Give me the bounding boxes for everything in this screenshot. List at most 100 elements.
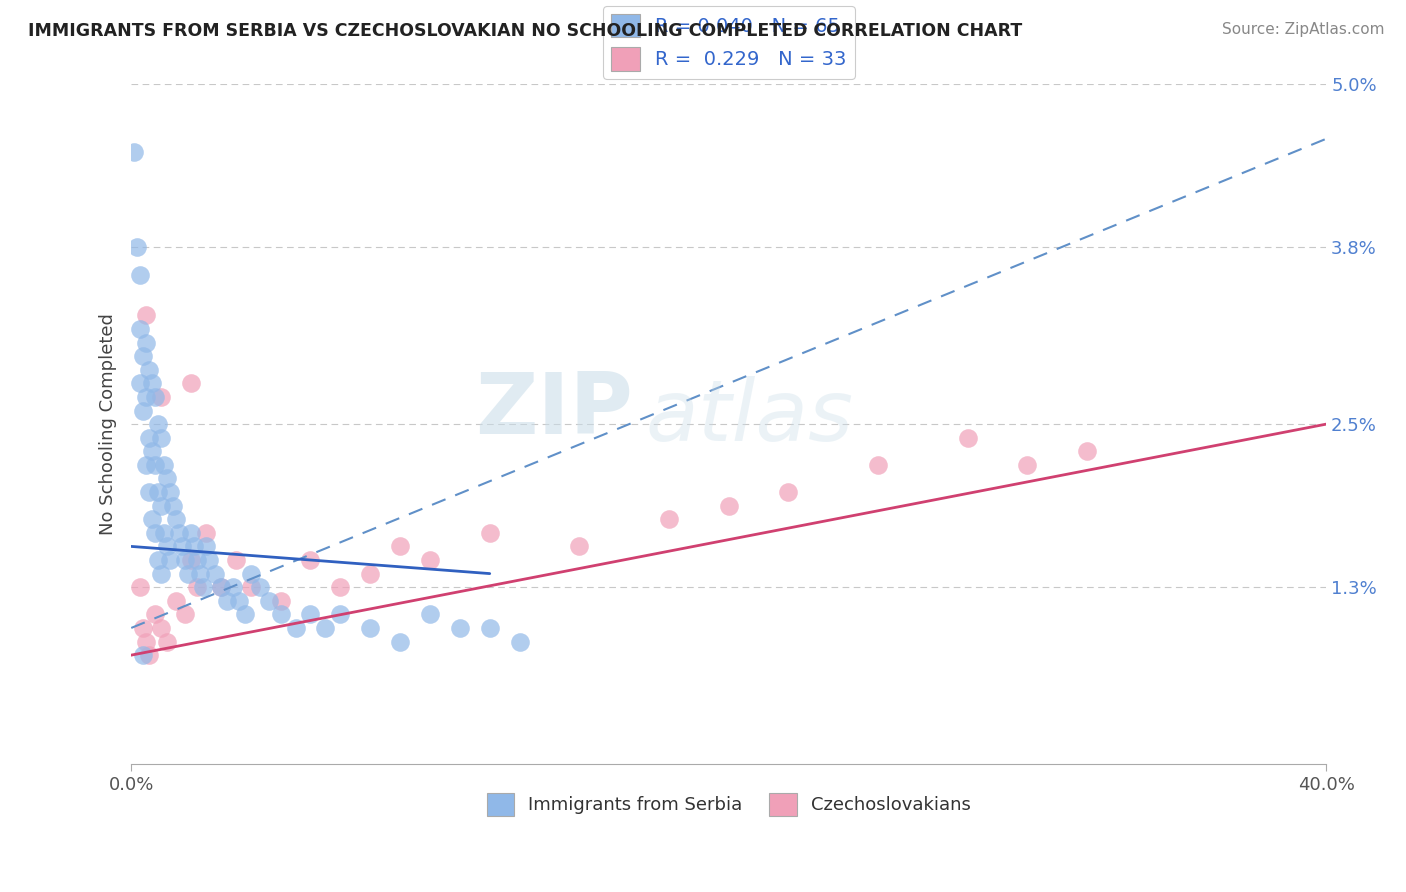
Point bbox=[478, 621, 501, 635]
Point bbox=[135, 335, 157, 350]
Text: atlas: atlas bbox=[645, 376, 853, 458]
Point bbox=[180, 525, 202, 540]
Point bbox=[156, 634, 179, 648]
Point bbox=[191, 580, 214, 594]
Point bbox=[132, 403, 155, 417]
Point bbox=[194, 525, 217, 540]
Point bbox=[329, 607, 352, 622]
Point bbox=[225, 553, 247, 567]
Point bbox=[165, 594, 187, 608]
Point bbox=[419, 607, 441, 622]
Point bbox=[249, 580, 271, 594]
Point bbox=[228, 594, 250, 608]
Point bbox=[204, 566, 226, 581]
Point bbox=[198, 553, 221, 567]
Point bbox=[868, 458, 890, 472]
Point bbox=[299, 553, 322, 567]
Point bbox=[129, 580, 152, 594]
Point bbox=[141, 512, 163, 526]
Point bbox=[215, 594, 238, 608]
Point bbox=[329, 580, 352, 594]
Point bbox=[167, 525, 190, 540]
Point bbox=[222, 580, 245, 594]
Point bbox=[138, 485, 160, 500]
Point bbox=[153, 525, 176, 540]
Point bbox=[150, 499, 173, 513]
Legend: Immigrants from Serbia, Czechoslovakians: Immigrants from Serbia, Czechoslovakians bbox=[479, 786, 979, 822]
Point bbox=[146, 417, 169, 431]
Point bbox=[1076, 444, 1098, 458]
Point bbox=[127, 240, 149, 254]
Point bbox=[138, 363, 160, 377]
Y-axis label: No Schooling Completed: No Schooling Completed bbox=[100, 313, 117, 535]
Point bbox=[389, 540, 412, 554]
Point bbox=[150, 390, 173, 404]
Point bbox=[132, 349, 155, 363]
Point bbox=[129, 322, 152, 336]
Point bbox=[188, 566, 211, 581]
Point bbox=[257, 594, 280, 608]
Point bbox=[359, 566, 381, 581]
Point bbox=[143, 525, 166, 540]
Point bbox=[778, 485, 800, 500]
Point bbox=[299, 607, 322, 622]
Point bbox=[132, 621, 155, 635]
Point bbox=[478, 525, 501, 540]
Point bbox=[150, 431, 173, 445]
Point bbox=[138, 431, 160, 445]
Point bbox=[135, 390, 157, 404]
Point bbox=[156, 540, 179, 554]
Point bbox=[135, 458, 157, 472]
Point bbox=[209, 580, 232, 594]
Point bbox=[177, 566, 200, 581]
Point bbox=[162, 499, 184, 513]
Text: IMMIGRANTS FROM SERBIA VS CZECHOSLOVAKIAN NO SCHOOLING COMPLETED CORRELATION CHA: IMMIGRANTS FROM SERBIA VS CZECHOSLOVAKIA… bbox=[28, 22, 1022, 40]
Point bbox=[138, 648, 160, 662]
Point bbox=[143, 390, 166, 404]
Point bbox=[568, 540, 591, 554]
Point bbox=[389, 634, 412, 648]
Point bbox=[135, 634, 157, 648]
Point bbox=[150, 621, 173, 635]
Point bbox=[153, 458, 176, 472]
Point bbox=[129, 268, 152, 282]
Point bbox=[159, 485, 181, 500]
Point bbox=[419, 553, 441, 567]
Point bbox=[180, 376, 202, 391]
Point bbox=[174, 607, 197, 622]
Point bbox=[180, 553, 202, 567]
Point bbox=[141, 444, 163, 458]
Point bbox=[174, 553, 197, 567]
Text: Source: ZipAtlas.com: Source: ZipAtlas.com bbox=[1222, 22, 1385, 37]
Point bbox=[270, 594, 292, 608]
Point bbox=[183, 540, 205, 554]
Point bbox=[239, 566, 262, 581]
Point bbox=[129, 376, 152, 391]
Point bbox=[239, 580, 262, 594]
Point bbox=[141, 376, 163, 391]
Point bbox=[209, 580, 232, 594]
Point bbox=[143, 607, 166, 622]
Text: ZIP: ZIP bbox=[475, 369, 633, 452]
Point bbox=[143, 458, 166, 472]
Point bbox=[170, 540, 193, 554]
Point bbox=[233, 607, 256, 622]
Point bbox=[146, 553, 169, 567]
Point bbox=[658, 512, 681, 526]
Point bbox=[270, 607, 292, 622]
Point bbox=[150, 566, 173, 581]
Point bbox=[509, 634, 531, 648]
Point bbox=[165, 512, 187, 526]
Point bbox=[956, 431, 979, 445]
Point bbox=[156, 471, 179, 485]
Point bbox=[122, 145, 145, 160]
Point bbox=[132, 648, 155, 662]
Point bbox=[359, 621, 381, 635]
Point bbox=[186, 553, 208, 567]
Point bbox=[717, 499, 740, 513]
Point bbox=[1017, 458, 1039, 472]
Point bbox=[146, 485, 169, 500]
Point bbox=[194, 540, 217, 554]
Point bbox=[159, 553, 181, 567]
Point bbox=[284, 621, 307, 635]
